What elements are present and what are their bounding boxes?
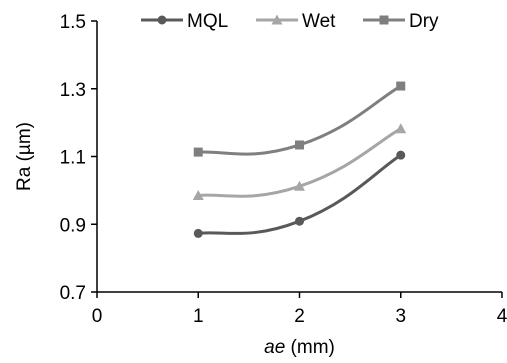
x-tick-label: 4 [497, 306, 507, 327]
legend-marker-dry [379, 15, 389, 25]
data-point-wet [395, 123, 407, 134]
legend-label-mql: MQL [187, 11, 228, 32]
legend-item-mql: MQL [141, 11, 228, 32]
data-point-wet [294, 180, 305, 191]
x-tick-label: 2 [294, 306, 305, 327]
y-tick-label: 1.1 [60, 148, 86, 169]
y-tick-label: 1.3 [60, 80, 86, 101]
legend-marker-mql [157, 15, 167, 25]
legend-marker-wet [271, 14, 283, 25]
data-point-dry [295, 140, 304, 150]
data-point-mql [193, 228, 203, 238]
x-tick-label: 1 [193, 306, 204, 327]
legend: MQL Wet Dry [141, 11, 439, 32]
x-tick-label: 3 [395, 306, 406, 327]
x-axis-label-symbol: ae [264, 337, 285, 358]
data-point-dry [396, 81, 406, 91]
x-tick-label: 0 [92, 306, 103, 327]
y-tick-label: 0.7 [60, 283, 86, 304]
legend-label-wet: Wet [302, 11, 336, 32]
series-dry [193, 81, 406, 157]
x-axis-label: ae (mm) [264, 337, 335, 358]
series-wet [192, 123, 407, 200]
series-layer [192, 81, 407, 238]
data-point-mql [396, 150, 406, 160]
legend-label-dry: Dry [409, 11, 439, 32]
data-point-dry [193, 147, 203, 157]
axes: 0.7 0.9 1.1 1.3 1.5 0 1 2 3 4 [60, 12, 507, 327]
series-mql [193, 150, 406, 238]
legend-item-dry: Dry [363, 11, 439, 32]
y-tick-label: 1.5 [60, 12, 86, 33]
x-axis-label-unit: (mm) [285, 337, 335, 358]
data-point-mql [295, 216, 304, 226]
y-axis-label: Ra (µm) [14, 122, 35, 191]
data-point-wet [192, 189, 204, 200]
legend-item-wet: Wet [256, 11, 336, 32]
y-tick-label: 0.9 [60, 215, 86, 236]
